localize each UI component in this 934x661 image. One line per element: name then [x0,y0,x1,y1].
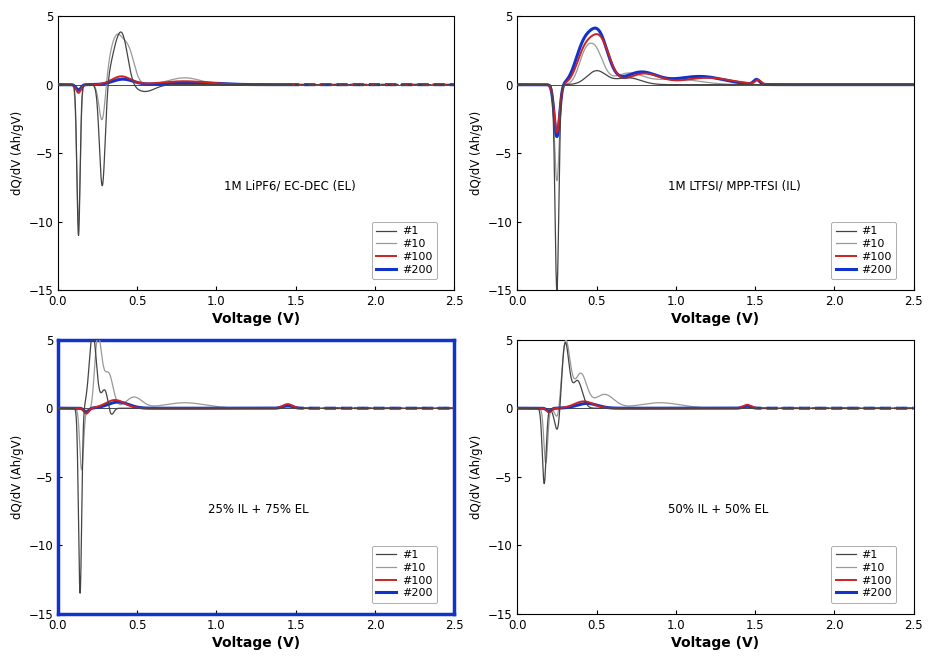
Text: 1M LiPF6/ EC-DEC (EL): 1M LiPF6/ EC-DEC (EL) [224,180,356,192]
Legend: #1, #10, #100, #200: #1, #10, #100, #200 [372,222,437,279]
Y-axis label: dQ/dV (Ah/gV): dQ/dV (Ah/gV) [11,111,24,196]
X-axis label: Voltage (V): Voltage (V) [212,313,300,327]
X-axis label: Voltage (V): Voltage (V) [672,636,759,650]
Legend: #1, #10, #100, #200: #1, #10, #100, #200 [831,545,896,603]
Legend: #1, #10, #100, #200: #1, #10, #100, #200 [831,222,896,279]
Legend: #1, #10, #100, #200: #1, #10, #100, #200 [372,545,437,603]
Text: 50% IL + 50% EL: 50% IL + 50% EL [668,503,769,516]
Y-axis label: dQ/dV (Ah/gV): dQ/dV (Ah/gV) [11,435,24,519]
Y-axis label: dQ/dV (Ah/gV): dQ/dV (Ah/gV) [471,111,484,196]
X-axis label: Voltage (V): Voltage (V) [672,313,759,327]
Y-axis label: dQ/dV (Ah/gV): dQ/dV (Ah/gV) [471,435,484,519]
Text: 1M LTFSI/ MPP-TFSI (IL): 1M LTFSI/ MPP-TFSI (IL) [668,180,800,192]
X-axis label: Voltage (V): Voltage (V) [212,636,300,650]
Text: 25% IL + 75% EL: 25% IL + 75% EL [208,503,309,516]
